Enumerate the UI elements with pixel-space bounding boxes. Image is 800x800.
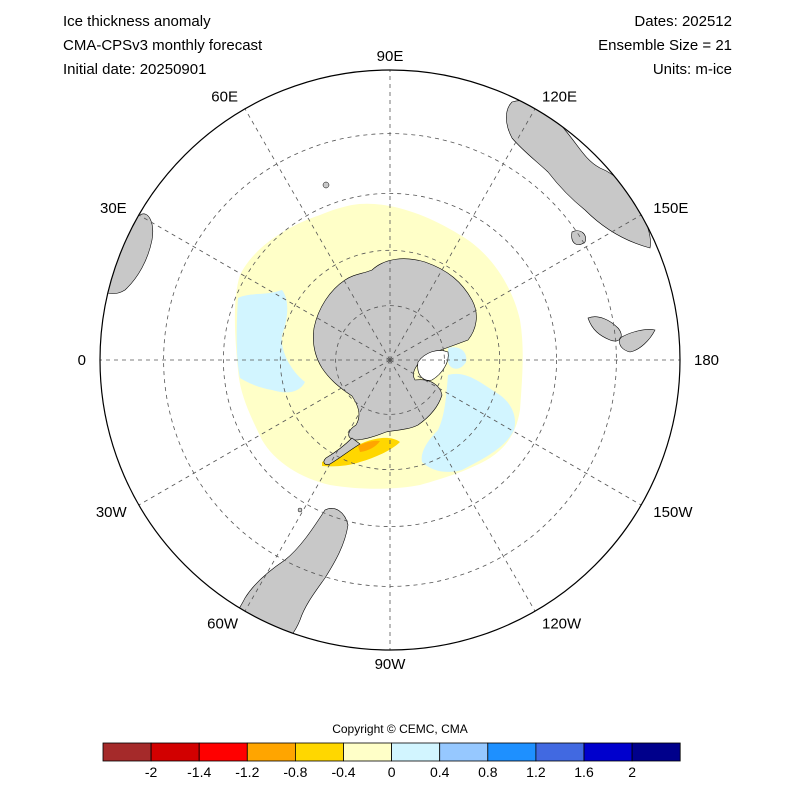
header-left: Ice thickness anomaly CMA-CPSv3 monthly … [63, 10, 262, 82]
units-label: Units: m-ice [652, 61, 732, 78]
colorbar-label: 0.8 [478, 764, 498, 780]
new-zealand-land [587, 316, 656, 353]
polar-map: 90E 120E 150E 180 150W 120W 90W 60W 30W 0 30E 60E [78, 48, 719, 673]
latitude-circle [335, 305, 445, 415]
colorbar-box [391, 742, 441, 762]
colorbar-box [487, 742, 537, 762]
plot-title: Ice thickness anomaly [63, 13, 211, 30]
longitude-label: 60W [207, 615, 239, 632]
longitude-label: 90E [377, 48, 404, 65]
colorbar-box [198, 742, 248, 762]
colorbar-label: -0.4 [331, 764, 355, 780]
colorbar-boxes [102, 742, 681, 762]
antarctica-land [312, 258, 477, 441]
graticule [100, 70, 680, 650]
anomaly-moderate-positive [322, 437, 400, 467]
colorbar-label: 0.4 [430, 764, 450, 780]
colorbar-label: -1.2 [235, 764, 259, 780]
colorbar-label: -0.8 [283, 764, 307, 780]
longitude-label: 150W [653, 504, 693, 521]
colorbar-label: -1.4 [187, 764, 211, 780]
longitude-label: 0 [78, 352, 86, 369]
colorbar: -2 -1.4 -1.2 -0.8 -0.4 0 0.4 0.8 1.2 1.6 2 [102, 742, 681, 780]
ross-ice-shelf [417, 350, 449, 381]
anomaly-slight-negative-west [236, 290, 305, 393]
header-right: Dates: 202512 Ensemble Size = 21 Units: … [598, 10, 732, 82]
longitude-label: 30E [100, 200, 127, 217]
longitude-label: 150E [653, 200, 688, 217]
colorbar-label: 1.6 [574, 764, 594, 780]
longitude-label: 60E [211, 89, 238, 106]
colorbar-box [102, 742, 152, 762]
tasmania-land [571, 230, 586, 245]
colorbar-box [439, 742, 489, 762]
model-name: CMA-CPSv3 monthly forecast [63, 37, 263, 54]
colorbar-box [150, 742, 200, 762]
meridian-line [244, 108, 391, 361]
anomaly-slight-negative-east [421, 373, 516, 472]
antarctic-peninsula [323, 437, 361, 465]
colorbar-label: -2 [145, 764, 158, 780]
longitude-label: 90W [375, 656, 407, 673]
longitude-labels: 90E 120E 150E 180 150W 120W 90W 60W 30W 0 30E 60E [78, 48, 719, 673]
australia-land [506, 100, 651, 249]
meridian-line [389, 214, 642, 361]
meridian-line [389, 359, 642, 506]
meridian-line [389, 359, 536, 612]
initial-date: Initial date: 20250901 [63, 61, 207, 78]
longitude-label: 120W [542, 615, 582, 632]
colorbar-box [294, 742, 344, 762]
latitude-circle [222, 192, 558, 528]
anomaly-strong-positive [358, 440, 380, 452]
island-marker [322, 181, 330, 189]
longitude-label: 180 [694, 352, 719, 369]
longitude-label: 120E [542, 89, 577, 106]
colorbar-box [583, 742, 633, 762]
longitude-label: 30W [96, 504, 128, 521]
island-marker-2 [297, 507, 303, 513]
meridian-line [138, 214, 391, 361]
ensemble-size: Ensemble Size = 21 [598, 37, 732, 54]
colorbar-labels: -2 -1.4 -1.2 -0.8 -0.4 0 0.4 0.8 1.2 1.6 2 [145, 764, 636, 780]
copyright-text: Copyright © CEMC, CMA [332, 722, 468, 736]
colorbar-box [246, 742, 296, 762]
forecast-dates: Dates: 202512 [634, 13, 732, 30]
map-border [99, 69, 681, 651]
colorbar-box [535, 742, 585, 762]
colorbar-label: 2 [628, 764, 636, 780]
anomaly-slight-negative-ross [448, 347, 467, 369]
meridian-line [244, 359, 391, 612]
meridian-line [138, 359, 391, 506]
colorbar-box [343, 742, 392, 762]
colorbar-box [631, 742, 681, 762]
colorbar-label: 1.2 [526, 764, 546, 780]
meridian-line [389, 108, 536, 361]
colorbar-label: 0 [388, 764, 396, 780]
latitude-circle [279, 249, 501, 471]
